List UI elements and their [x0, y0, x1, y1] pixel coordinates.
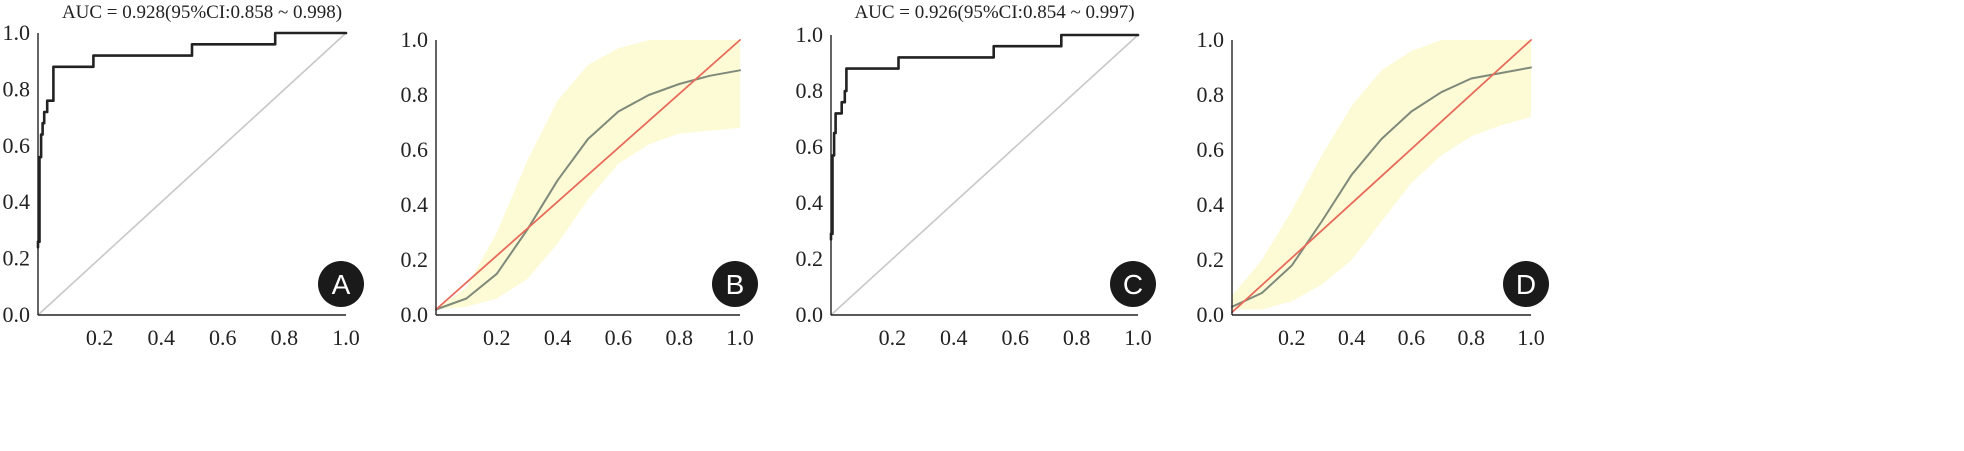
panel-c: 0.0 0.2 0.4 0.6 0.8 1.0 0.2 0.4 0.6 0.8 1.0 AUC = 0… — [796, 2, 1156, 350]
y-tick-label-c: 0.0 — [796, 302, 824, 327]
y-tick-label-a: 1.0 — [3, 20, 31, 45]
x-tick-label-d: 0.4 — [1338, 325, 1366, 350]
panel-letter-d: D — [1516, 269, 1536, 300]
panel-badge-b — [712, 261, 758, 307]
panel-letter-b: B — [726, 269, 745, 300]
y-tick-label-c: 0.6 — [796, 134, 824, 159]
x-tick-label-b: 1.0 — [726, 325, 754, 350]
x-tick-label-c: 0.2 — [879, 325, 907, 350]
y-tick-label-d: 0.4 — [1197, 192, 1225, 217]
ideal-line-d — [1231, 39, 1532, 314]
auc-title-a: AUC = 0.928(95%CI:0.858 ~ 0.998) — [62, 2, 342, 23]
x-tick-label-d: 1.0 — [1517, 325, 1545, 350]
y-tick-label-b: 0.4 — [401, 192, 429, 217]
panel-b: 0.0 0.2 0.4 0.6 0.8 1.0 0.2 0.4 0.6 0.8 1.0 B — [401, 27, 758, 350]
x-tick-label-b: 0.8 — [665, 325, 693, 350]
y-tick-label-c: 0.8 — [796, 78, 824, 103]
y-tick-label-d: 1.0 — [1197, 27, 1225, 52]
y-tick-label-d: 0.8 — [1197, 82, 1225, 107]
y-tick-label-b: 1.0 — [401, 27, 429, 52]
x-tick-label-c: 0.8 — [1063, 325, 1091, 350]
panel-a: 0.0 0.2 0.4 0.6 0.8 1.0 0.2 0.4 0.6 0.8 1.0 AUC = 0… — [3, 2, 364, 350]
reference-line-a — [37, 32, 347, 316]
y-tick-label-a: 0.2 — [3, 246, 31, 271]
roc-line-a — [36, 31, 348, 249]
x-tick-label-d: 0.8 — [1457, 325, 1485, 350]
panel-letter-a: A — [332, 269, 351, 300]
ideal-line-b — [435, 39, 741, 311]
x-tick-label-a: 0.8 — [271, 325, 299, 350]
x-tick-label-a: 1.0 — [332, 325, 360, 350]
panel-badge-a — [318, 261, 364, 307]
panel-badge-d — [1503, 261, 1549, 307]
y-tick-label-a: 0.8 — [3, 76, 31, 101]
panel-badge-c — [1110, 261, 1156, 307]
panel-d: 0.0 0.2 0.4 0.6 0.8 1.0 0.2 0.4 0.6 0.8 1.0 D — [1197, 27, 1549, 350]
y-tick-label-a: 0.6 — [3, 133, 31, 158]
x-tick-label-c: 0.4 — [940, 325, 968, 350]
x-tick-label-c: 0.6 — [1001, 325, 1029, 350]
x-tick-label-b: 0.6 — [605, 325, 633, 350]
calibration-curve-line-b — [435, 69, 741, 311]
x-tick-label-d: 0.2 — [1278, 325, 1306, 350]
panel-letter-c: C — [1123, 269, 1143, 300]
x-tick-label-a: 0.4 — [147, 325, 175, 350]
y-tick-label-c: 0.2 — [796, 246, 824, 271]
y-tick-label-d: 0.6 — [1197, 137, 1225, 162]
x-tick-label-c: 1.0 — [1124, 325, 1152, 350]
y-tick-label-b: 0.0 — [401, 302, 429, 327]
y-tick-label-a: 0.4 — [3, 189, 31, 214]
y-tick-label-c: 0.4 — [796, 190, 824, 215]
y-tick-label-a: 0.0 — [3, 302, 31, 327]
y-tick-label-c: 1.0 — [796, 22, 824, 47]
x-tick-label-a: 0.2 — [86, 325, 114, 350]
x-tick-label-d: 0.6 — [1398, 325, 1426, 350]
x-tick-label-a: 0.6 — [209, 325, 237, 350]
roc-line-c — [829, 33, 1140, 241]
y-tick-label-d: 0.2 — [1197, 247, 1225, 272]
auc-title-c: AUC = 0.926(95%CI:0.854 ~ 0.997) — [854, 2, 1134, 23]
y-tick-label-b: 0.2 — [401, 247, 429, 272]
reference-line-c — [830, 34, 1139, 316]
y-tick-label-b: 0.6 — [401, 137, 429, 162]
x-tick-label-b: 0.2 — [483, 325, 511, 350]
y-tick-label-b: 0.8 — [401, 82, 429, 107]
y-tick-label-d: 0.0 — [1197, 302, 1225, 327]
calibration-curve-line-d — [1231, 66, 1532, 308]
x-tick-label-b: 0.4 — [544, 325, 572, 350]
